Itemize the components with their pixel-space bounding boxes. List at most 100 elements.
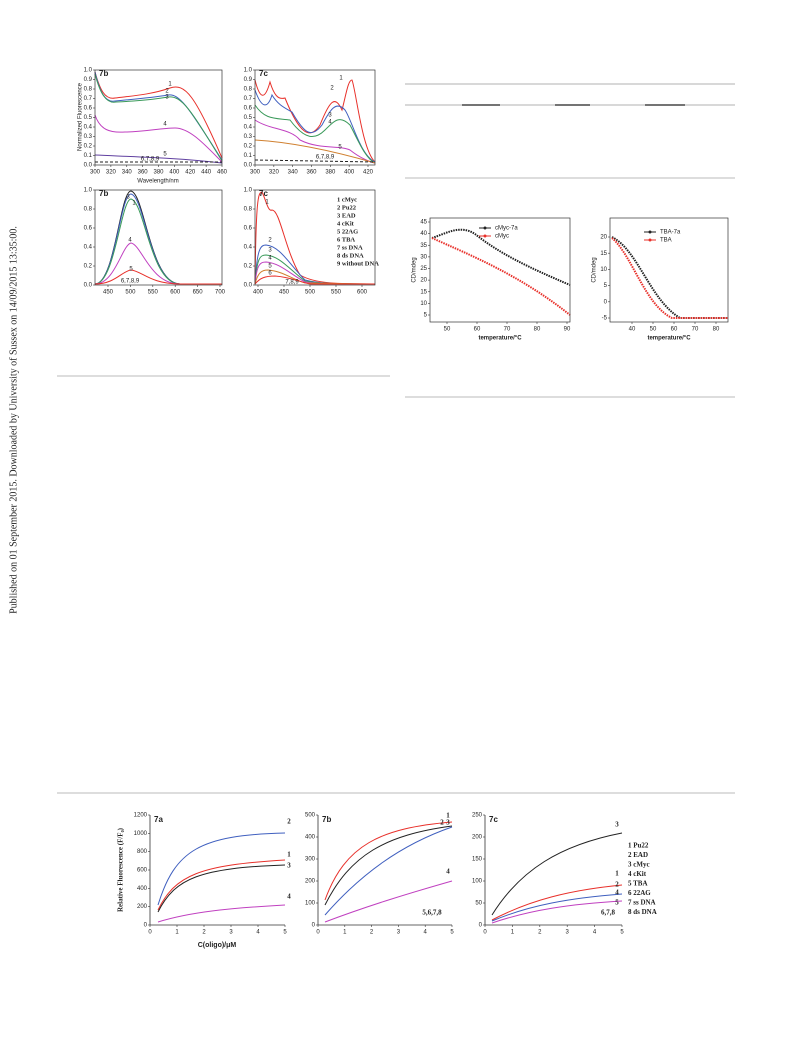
- y-tick-label: 0.2: [244, 264, 253, 270]
- curve-label: 1: [446, 812, 450, 820]
- legend-entry: 5 TBA: [628, 880, 648, 888]
- y-tick-label: -5: [602, 316, 608, 322]
- curve-label: 4: [163, 122, 167, 128]
- legend-entry: 7 ss DNA: [337, 244, 363, 251]
- y-tick-label: 200: [137, 904, 148, 910]
- x-tick-label: 1: [511, 930, 515, 936]
- curve-label: 2: [287, 818, 291, 826]
- curve-label: 6,7,8: [601, 909, 616, 917]
- y-tick-label: 15: [420, 289, 427, 295]
- y-tick-label: 1.0: [84, 188, 93, 194]
- x-tick-label: 4: [424, 930, 428, 936]
- x-tick-label: 700: [215, 290, 226, 296]
- curve-label: 2: [615, 881, 619, 889]
- curve-label: 2: [440, 819, 444, 827]
- curve-label: 1: [132, 201, 136, 207]
- curve: [254, 159, 376, 163]
- x-tick-label: 300: [90, 170, 101, 176]
- x-tick-label: 320: [269, 170, 280, 176]
- x-tick-label: 80: [534, 327, 541, 333]
- y-tick-label: 250: [472, 813, 483, 819]
- panel-label: 7c: [489, 815, 498, 824]
- curve-label: 1: [339, 76, 343, 82]
- x-tick-label: 380: [153, 170, 164, 176]
- curve-label: 1: [287, 851, 291, 859]
- legend-entry: 8 ds DNA: [337, 252, 364, 259]
- legend-entry: 3 cMyc: [628, 861, 650, 869]
- y-tick-label: 1200: [134, 813, 148, 819]
- curve: [157, 864, 286, 913]
- legend-swatch: [483, 226, 487, 230]
- curve: [324, 825, 453, 906]
- curve-label: 4: [128, 238, 132, 244]
- curve: [157, 859, 286, 911]
- legend-entry: cMyc: [495, 234, 509, 240]
- curve-label: 5,6,7,8: [422, 909, 442, 917]
- x-tick-label: 70: [692, 327, 699, 333]
- x-tick-label: 500: [305, 290, 316, 296]
- curve-label: 7,8,9: [285, 280, 299, 286]
- curve-label: 6: [268, 271, 272, 277]
- curve-label: 1: [615, 870, 619, 878]
- x-tick-label: 80: [713, 327, 720, 333]
- legend-entry: 1 cMyc: [337, 196, 357, 203]
- curve-label: 3: [165, 95, 169, 101]
- y-tick-label: 0: [144, 923, 148, 929]
- y-tick-label: 0.2: [84, 264, 93, 270]
- panel-label: 7b: [99, 69, 108, 78]
- curve-label: 2: [268, 238, 272, 244]
- curve-label: 1: [168, 82, 172, 88]
- curve: [491, 893, 623, 922]
- y-tick-label: 0.9: [84, 77, 93, 83]
- x-tick-label: 40: [629, 327, 636, 333]
- curve-label: 3: [615, 821, 619, 829]
- panel-label: 7a: [154, 815, 163, 824]
- y-tick-label: 0.8: [84, 207, 93, 213]
- legend-swatch: [648, 230, 652, 234]
- x-tick-label: 2: [202, 930, 206, 936]
- x-tick-label: 550: [331, 290, 342, 296]
- plot-frame: [94, 189, 223, 286]
- curve-label: 5: [615, 899, 619, 907]
- legend-entry: 3 EAD: [337, 212, 356, 219]
- curve: [157, 904, 286, 923]
- y-tick-label: 0.1: [244, 153, 253, 159]
- x-tick-label: 70: [504, 327, 511, 333]
- legend-entry: cMyc-7a: [495, 226, 518, 232]
- y-tick-label: 800: [137, 849, 148, 855]
- y-tick-label: 400: [137, 886, 148, 892]
- curve: [491, 832, 623, 916]
- y-tick-label: 0.1: [84, 153, 93, 159]
- x-tick-label: 1: [343, 930, 347, 936]
- panel-label: 7c: [259, 189, 268, 198]
- curve: [324, 880, 453, 923]
- y-tick-label: 0.6: [244, 226, 253, 232]
- curve: [611, 236, 728, 319]
- x-tick-label: 1: [175, 930, 179, 936]
- x-tick-label: 340: [122, 170, 133, 176]
- y-tick-label: 5: [604, 283, 608, 289]
- y-tick-label: 0.0: [244, 283, 253, 289]
- x-tick-label: 2: [370, 930, 374, 936]
- y-tick-label: 5: [424, 313, 428, 319]
- x-tick-label: 2: [538, 930, 542, 936]
- x-tick-label: 5: [620, 930, 624, 936]
- y-tick-label: 1.0: [244, 188, 253, 194]
- legend-entry: 9 without DNA: [337, 260, 379, 267]
- x-tick-label: 0: [483, 930, 487, 936]
- y-tick-label: 20: [420, 278, 427, 284]
- y-tick-label: 500: [305, 813, 316, 819]
- curve: [94, 269, 222, 285]
- legend-swatch: [648, 238, 652, 242]
- curve-label: 4: [328, 120, 332, 126]
- y-tick-label: 150: [472, 857, 483, 863]
- y-axis-title: CD/mdeg: [592, 257, 598, 282]
- curve: [94, 154, 223, 164]
- x-tick-label: 60: [671, 327, 678, 333]
- x-tick-label: 5: [283, 930, 287, 936]
- curve: [254, 275, 375, 285]
- curve: [254, 89, 376, 163]
- y-tick-label: 400: [305, 835, 316, 841]
- y-tick-label: 300: [305, 857, 316, 863]
